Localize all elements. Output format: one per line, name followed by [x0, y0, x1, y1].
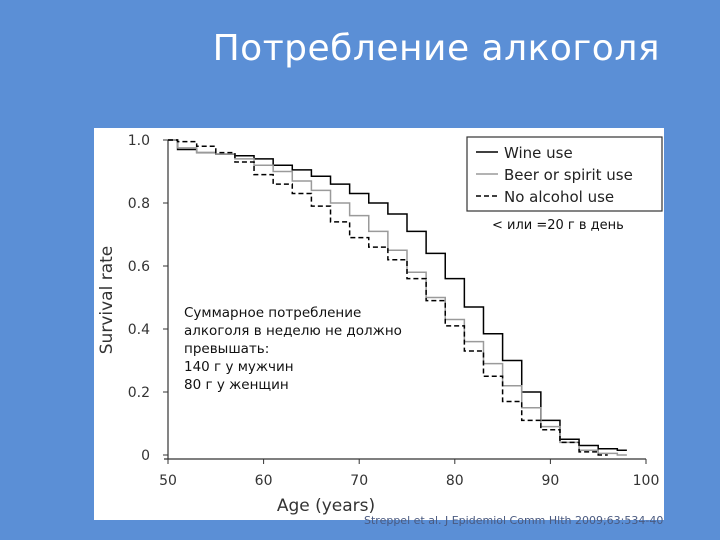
x-tick-label: 60: [255, 473, 273, 489]
legend-label-beer: Beer or spirit use: [504, 166, 633, 184]
y-axis-label: Survival rate: [97, 246, 117, 354]
y-tick-label: 1.0: [128, 133, 150, 149]
series-line-beer-or-spirit-use: [168, 139, 627, 456]
y-tick-label: 0.4: [128, 322, 150, 338]
weekly-limit-annotation: Суммарное потребление алкоголя в неделю …: [184, 305, 402, 393]
x-tick-label: 50: [159, 473, 177, 489]
x-axis-label: Age (years): [277, 496, 375, 516]
x-tick-label: 80: [446, 473, 464, 489]
citation: Streppel et al. J Epidemiol Comm Hlth 20…: [364, 514, 664, 527]
tick-labels: 50 60 70 80 90 100 0 0.2 0.4 0.6 0.8 1.0: [128, 133, 660, 489]
series-lines: [168, 139, 627, 456]
axes: [164, 140, 646, 460]
survival-chart: 50 60 70 80 90 100 0 0.2 0.4 0.6 0.8 1.0 Age (years…: [97, 133, 663, 516]
y-tick-label: 0.8: [128, 196, 150, 212]
x-tick-label: 90: [541, 473, 559, 489]
y-tick-label: 0.6: [128, 259, 150, 275]
legend: Wine use Beer or spirit use No alcohol u…: [466, 136, 663, 212]
y-tick-label: 0: [141, 448, 150, 464]
legend-label-none: No alcohol use: [504, 188, 614, 206]
chart-panel: 50 60 70 80 90 100 0 0.2 0.4 0.6 0.8 1.0 Age (years…: [94, 128, 664, 520]
x-tick-label: 70: [350, 473, 368, 489]
y-tick-label: 0.2: [128, 385, 150, 401]
legend-label-wine: Wine use: [504, 144, 573, 162]
series-line-no-alcohol-use: [168, 139, 608, 456]
x-tick-label: 100: [633, 473, 660, 489]
legend-box: [466, 136, 663, 212]
slide-title: Потребление алкоголя: [212, 28, 660, 69]
series-line-wine-use: [168, 139, 627, 452]
threshold-annotation: < или =20 г в день: [492, 218, 624, 233]
